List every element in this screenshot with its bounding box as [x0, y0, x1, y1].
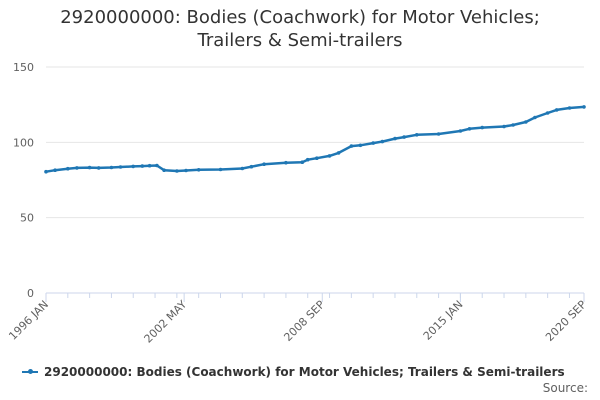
legend-line-icon: [22, 367, 38, 377]
data-point: [480, 125, 485, 130]
data-point: [262, 162, 266, 166]
data-point: [240, 166, 245, 171]
legend-marker-swatch: [28, 369, 33, 374]
x-tick-label: 2002 MAY: [142, 298, 190, 346]
data-point: [533, 115, 537, 120]
data-point: [66, 166, 70, 171]
data-point: [315, 156, 319, 160]
data-point: [249, 164, 254, 169]
data-point: [155, 163, 159, 168]
data-point: [415, 133, 419, 137]
data-point: [336, 151, 341, 155]
data-point: [393, 136, 397, 141]
data-point: [402, 135, 406, 139]
data-point: [436, 132, 441, 136]
data-point: [358, 143, 363, 148]
grid-lines: [46, 66, 584, 294]
x-tick-label: 2020 SEP: [543, 298, 589, 344]
data-point: [96, 166, 101, 170]
x-axis: 1996 JAN 2002 MAY 2008 SEP 2015 JAN 2020 SEP: [6, 292, 589, 346]
series-line-0: [44, 105, 586, 173]
data-point: [300, 160, 305, 164]
data-point: [147, 163, 152, 168]
data-point: [184, 168, 188, 173]
chart-title-line-1: 2920000000: Bodies (Coachwork) for Motor…: [60, 7, 540, 28]
data-point: [582, 105, 586, 109]
data-point: [467, 127, 472, 131]
data-point: [196, 168, 201, 172]
x-tick-label: 1996 JAN: [6, 298, 51, 343]
legend-label: 2920000000: Bodies (Coachwork) for Motor…: [44, 365, 565, 379]
data-point: [371, 141, 376, 145]
source-label: Source:: [542, 381, 588, 395]
data-point: [458, 129, 463, 133]
chart-title-line-2: Trailers & Semi-trailers: [197, 30, 403, 51]
y-tick-label: 0: [27, 287, 34, 300]
series-group: [44, 105, 586, 174]
x-tick-label: 2008 SEP: [281, 298, 327, 344]
data-point: [502, 124, 506, 129]
data-point: [327, 154, 332, 158]
data-point: [380, 139, 385, 144]
x-tick-label: 2015 JAN: [421, 298, 466, 343]
y-tick-label: 100: [13, 136, 34, 149]
data-point: [567, 106, 572, 110]
chart-title: 2920000000: Bodies (Coachwork) for Motor…: [0, 6, 600, 52]
y-tick-label: 50: [20, 212, 34, 225]
data-point: [175, 169, 179, 173]
data-point: [524, 120, 528, 124]
data-point: [109, 165, 114, 170]
data-point: [554, 108, 559, 112]
data-point: [305, 157, 310, 162]
y-tick-label: 150: [13, 61, 34, 74]
data-point: [162, 168, 166, 172]
data-point: [511, 123, 515, 127]
data-point: [87, 165, 92, 170]
data-point: [218, 167, 223, 172]
data-point: [131, 164, 135, 169]
data-point: [44, 169, 48, 174]
data-point: [75, 166, 79, 170]
data-point: [118, 165, 123, 169]
legend[interactable]: 2920000000: Bodies (Coachwork) for Motor…: [22, 363, 592, 381]
data-point: [349, 144, 354, 148]
data-point: [284, 160, 288, 165]
y-axis: 0 50 100 150: [13, 61, 34, 300]
data-point: [545, 111, 550, 115]
data-point: [140, 164, 145, 168]
data-point: [53, 168, 57, 172]
